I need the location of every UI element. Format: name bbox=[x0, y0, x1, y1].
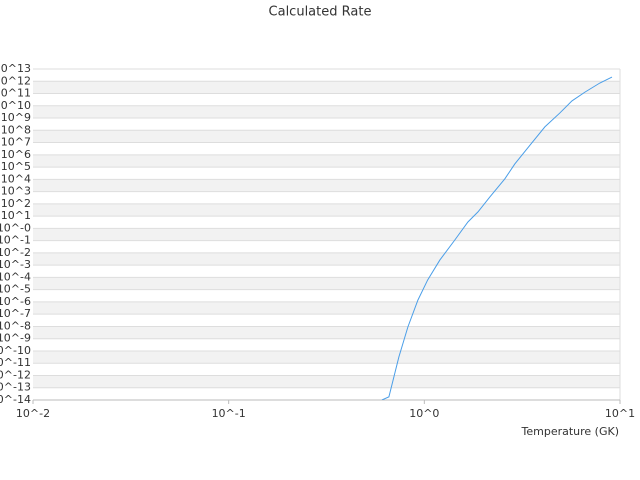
y-tick-label: 10^4 bbox=[1, 172, 31, 185]
y-tick-label: 10^-0 bbox=[0, 221, 31, 234]
y-tick-label: 10^-10 bbox=[0, 344, 31, 357]
y-tick-label: 10^9 bbox=[1, 111, 31, 124]
grid-band bbox=[33, 179, 620, 192]
grid-band bbox=[33, 203, 620, 217]
y-tick-label: 10^12 bbox=[0, 74, 31, 87]
y-tick-label: 10^5 bbox=[1, 160, 31, 173]
y-tick-label: 10^-3 bbox=[0, 258, 31, 271]
chart-title: Calculated Rate bbox=[269, 5, 372, 20]
y-tick-label: 10^-14 bbox=[0, 393, 31, 406]
y-tick-label: 10^-11 bbox=[0, 356, 31, 369]
grid-band bbox=[33, 228, 620, 241]
data-line bbox=[381, 76, 613, 400]
x-tick-label: 10^-1 bbox=[212, 407, 246, 420]
y-tick-label: 10^11 bbox=[0, 87, 31, 100]
y-tick-label: 10^-1 bbox=[0, 234, 31, 247]
grid-band bbox=[33, 105, 620, 119]
y-tick-label: 10^6 bbox=[1, 148, 31, 161]
grid-band bbox=[33, 130, 620, 143]
y-tick-label: 10^1 bbox=[1, 209, 31, 222]
grid-band bbox=[33, 301, 620, 315]
grid-band bbox=[33, 326, 620, 339]
grid-band bbox=[33, 277, 620, 290]
grid-band bbox=[33, 154, 620, 168]
y-tick-label: 10^-8 bbox=[0, 319, 31, 332]
y-tick-label: 10^7 bbox=[1, 136, 31, 149]
y-tick-label: 10^-6 bbox=[0, 295, 31, 308]
y-tick-label: 10^-9 bbox=[0, 332, 31, 345]
y-tick-label: 10^3 bbox=[1, 185, 31, 198]
y-tick-label: 10^2 bbox=[1, 197, 31, 210]
x-axis-label: Temperature (GK) bbox=[521, 425, 620, 438]
grid-band bbox=[33, 81, 620, 94]
x-tick-label: 10^1 bbox=[605, 407, 635, 420]
y-tick-label: 10^-13 bbox=[0, 381, 31, 394]
y-tick-label: 10^-7 bbox=[0, 307, 31, 320]
y-tick-label: 10^10 bbox=[0, 99, 31, 112]
y-tick-label: 10^-2 bbox=[0, 246, 31, 259]
grid-band bbox=[33, 350, 620, 364]
y-tick-label: 10^-5 bbox=[0, 283, 31, 296]
y-tick-label: 10^8 bbox=[1, 123, 31, 136]
y-tick-label: 10^13 bbox=[0, 62, 31, 75]
y-tick-label: 10^-4 bbox=[0, 270, 31, 283]
x-tick-label: 10^0 bbox=[409, 407, 439, 420]
grid-band bbox=[33, 375, 620, 388]
grid-band bbox=[33, 252, 620, 266]
y-tick-label: 10^-12 bbox=[0, 368, 31, 381]
x-tick-label: 10^-2 bbox=[16, 407, 50, 420]
